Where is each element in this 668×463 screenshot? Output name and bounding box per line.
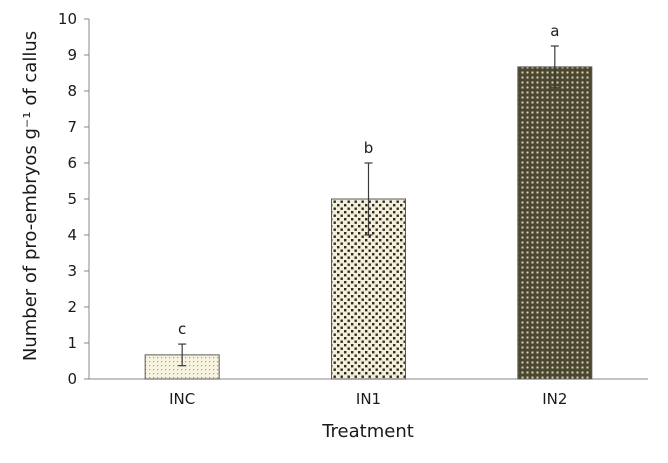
y-tick-label: 4 [67, 226, 77, 244]
y-tick-label: 6 [67, 154, 77, 172]
significance-letter-in2: a [550, 22, 559, 40]
bars-group [144, 45, 593, 380]
y-tick-label: 2 [67, 298, 77, 316]
significance-letter-in1: b [364, 139, 374, 157]
y-tick-label: 8 [67, 82, 77, 100]
bar-inc [144, 354, 220, 380]
y-tick-label: 7 [67, 118, 77, 136]
y-tick-label: 3 [67, 262, 77, 280]
y-tick-label: 0 [67, 370, 77, 388]
x-tick-label-inc: INC [169, 390, 195, 408]
x-axis-title: Treatment [321, 421, 414, 442]
y-tick-label: 1 [67, 334, 77, 352]
bar-in2 [517, 66, 593, 380]
y-tick-label: 5 [67, 190, 77, 208]
y-tick-label: 9 [67, 46, 77, 64]
labels-group: 0 1 2 3 4 5 6 7 8 9 10 c INC b IN1 a IN2 [58, 10, 568, 408]
x-tick-label-in2: IN2 [542, 390, 567, 408]
x-tick-label-in1: IN1 [356, 390, 381, 408]
significance-letter-inc: c [178, 320, 186, 338]
y-axis-title: Number of pro-embryos g⁻¹ of callus [20, 31, 41, 361]
y-tick-label: 10 [58, 10, 77, 28]
